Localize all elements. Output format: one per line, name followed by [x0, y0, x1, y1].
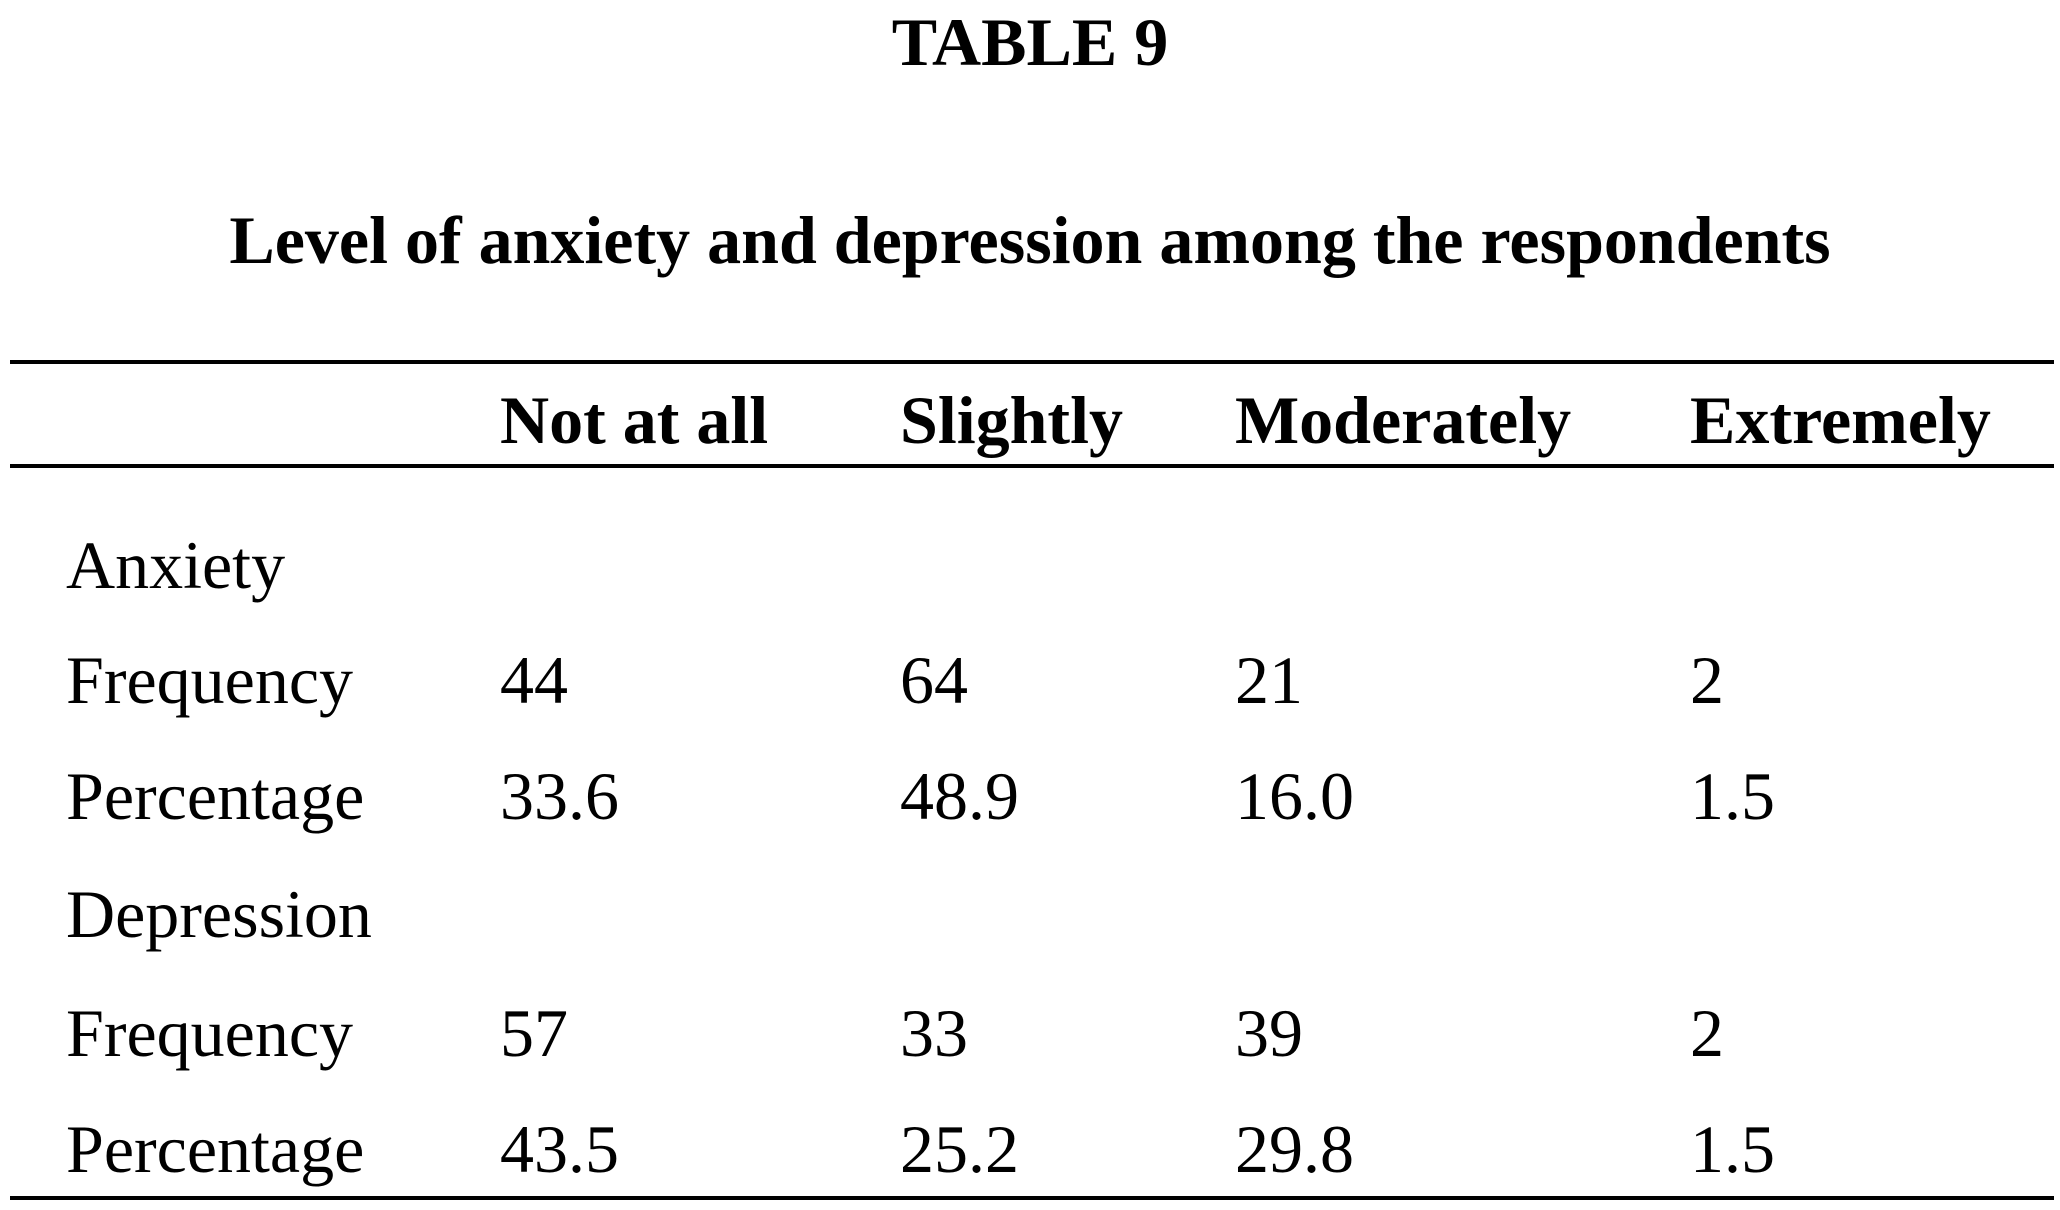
row-label: Anxiety	[66, 527, 286, 603]
row-label: Frequency	[66, 995, 354, 1071]
cell: 33	[900, 995, 968, 1071]
top-rule	[10, 360, 2054, 364]
row-label: Depression	[66, 876, 372, 952]
column-header: Moderately	[1235, 382, 1572, 458]
header-rule	[10, 464, 2054, 468]
row-label: Percentage	[66, 758, 365, 834]
row-label: Percentage	[66, 1111, 365, 1187]
cell: 21	[1235, 642, 1303, 718]
cell: 43.5	[500, 1111, 619, 1187]
cell: 1.5	[1690, 758, 1775, 834]
cell: 33.6	[500, 758, 619, 834]
cell: 2	[1690, 642, 1724, 718]
column-header: Extremely	[1690, 382, 1991, 458]
cell: 2	[1690, 995, 1724, 1071]
column-header: Slightly	[900, 382, 1123, 458]
table-label: TABLE 9	[891, 4, 1169, 80]
bottom-rule	[10, 1196, 2054, 1200]
cell: 44	[500, 642, 568, 718]
table-title: Level of anxiety and depression among th…	[229, 202, 1831, 278]
column-header: Not at all	[500, 382, 769, 458]
cell: 16.0	[1235, 758, 1354, 834]
cell: 64	[900, 642, 968, 718]
cell: 39	[1235, 995, 1303, 1071]
cell: 1.5	[1690, 1111, 1775, 1187]
cell: 57	[500, 995, 568, 1071]
cell: 29.8	[1235, 1111, 1354, 1187]
row-label: Frequency	[66, 642, 354, 718]
cell: 25.2	[900, 1111, 1019, 1187]
cell: 48.9	[900, 758, 1019, 834]
